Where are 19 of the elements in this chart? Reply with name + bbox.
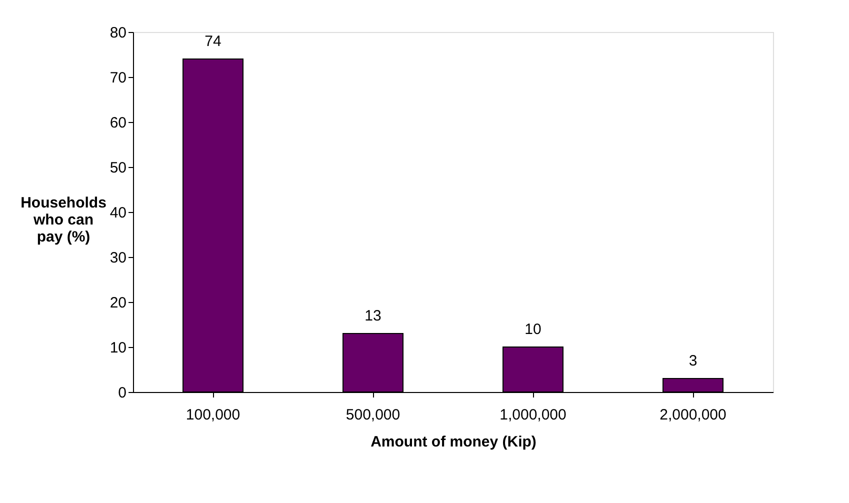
x-tick-label: 100,000 — [186, 406, 240, 424]
x-axis-title: Amount of money (Kip) — [370, 434, 536, 450]
y-axis-title: Households who can pay (%) — [20, 194, 106, 246]
data-label: 13 — [364, 308, 382, 324]
x-tick-label: 500,000 — [346, 406, 400, 424]
data-label: 74 — [204, 33, 222, 50]
y-tick-label: 80 — [110, 24, 126, 42]
x-tick-label: 2,000,000 — [660, 406, 726, 424]
y-tick-label: 10 — [110, 340, 126, 356]
y-tick-label: 20 — [110, 294, 126, 312]
y-tick-label: 60 — [110, 114, 126, 132]
y-tick-label: 30 — [110, 250, 126, 266]
data-label: 3 — [688, 352, 698, 370]
x-tick-label: 1,000,000 — [500, 406, 566, 424]
y-tick-label: 40 — [110, 204, 126, 222]
y-tick-label: 50 — [110, 160, 126, 176]
y-tick-label: 70 — [110, 70, 126, 86]
y-tick-label: 0 — [118, 384, 126, 402]
data-label: 10 — [524, 321, 542, 338]
